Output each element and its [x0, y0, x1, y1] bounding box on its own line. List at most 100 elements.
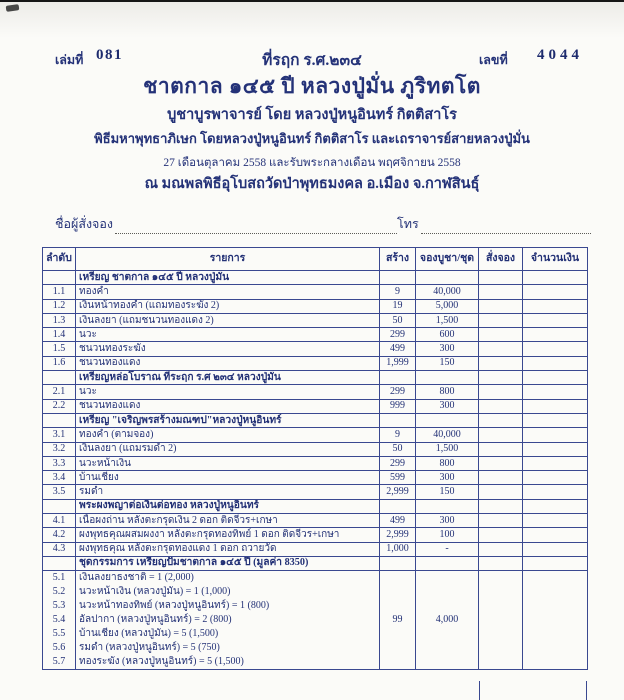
group-line-description: บ้านเชียง (หลวงปู่มั่น) = 5 (1,500) [79, 628, 219, 640]
price-cell [415, 412, 479, 429]
reserve-qty-cell[interactable] [478, 298, 523, 314]
amount-cell[interactable] [522, 570, 588, 671]
index-list-cell: 5.1 5.2 5.3 5.4 5.5 5.6 5.7 [42, 570, 76, 671]
reserve-qty-cell[interactable] [478, 513, 523, 529]
made-count-cell: 499 [379, 513, 416, 529]
reserve-qty-cell[interactable] [478, 541, 523, 557]
amount-cell[interactable] [522, 527, 588, 543]
reserve-qty-cell[interactable] [478, 269, 523, 286]
amount-cell[interactable] [522, 298, 588, 314]
item-description-cell: ชนวนทองระฆัง [75, 341, 380, 357]
column-header-1: รายการ [75, 247, 380, 271]
reserve-qty-cell[interactable] [478, 527, 523, 543]
price-cell: 600 [415, 327, 479, 343]
amount-cell[interactable] [522, 284, 588, 300]
item-description-cell: เงินหน้าทองคำ (แถมทองระฆัง 2) [75, 298, 380, 314]
section-title-cell: เหรียญ ชาตกาล ๑๔๕ ปี หลวงปู่มั่น [75, 269, 380, 286]
item-row: 1.6 ชนวนทองแดง 1,999 150 [42, 355, 588, 372]
item-description-cell: ทองคำ [75, 284, 380, 300]
reserve-qty-cell[interactable] [478, 384, 523, 400]
section-title-cell: เหรียญ "เจริญพรสร้างมณฑป"หลวงปู่หนูอินทร… [75, 412, 380, 429]
amount-cell[interactable] [522, 441, 588, 457]
section-title-cell: พระผงพญาต่อเงินต่อทอง หลวงปู่หนูอินทร์ [75, 498, 380, 515]
book-number-value: 081 [96, 47, 123, 63]
amount-cell[interactable] [522, 398, 588, 414]
price-cell: 1,500 [415, 441, 479, 457]
amount-cell[interactable] [522, 498, 588, 515]
amount-cell[interactable] [522, 312, 588, 329]
price-cell: 1,500 [415, 312, 479, 329]
reserve-qty-cell[interactable] [478, 355, 523, 372]
reserve-qty-cell[interactable] [478, 498, 523, 515]
item-description-cell: ชนวนทองแดง [75, 355, 380, 372]
amount-cell[interactable] [522, 341, 588, 357]
amount-cell[interactable] [522, 470, 588, 486]
amount-cell[interactable] [522, 384, 588, 400]
reserve-qty-cell[interactable] [478, 441, 523, 457]
subtitle-veneration: บูชาบูรพาจารย์ โดย หลวงปู่หนูอินทร์ กิตต… [167, 107, 457, 123]
reserve-qty-cell[interactable] [478, 398, 523, 414]
group-line-description: นวะหน้าทองทิพย์ (หลวงปู่หนูอินทร์) = 1 (… [79, 600, 270, 612]
reserve-qty-cell[interactable] [478, 570, 523, 671]
item-row: 1.5 ชนวนทองระฆัง 499 300 [42, 341, 588, 357]
amount-cell[interactable] [522, 541, 588, 557]
price-cell [415, 269, 479, 286]
item-description-cell: นวะหน้าเงิน [75, 455, 380, 472]
memorial-era-label: ที่รฤก ร.ศ.๒๓๔ [262, 52, 362, 69]
item-description-cell: ผงพุทธคุณ หลังตะกรุดทองแดง 1 ดอก ถวายวัด [75, 541, 380, 557]
reserve-qty-cell[interactable] [478, 312, 523, 329]
section-title-cell: ชุดกรรมการ เหรียญปั๊มชาตกาล ๑๔๕ ปี (มูลค… [75, 555, 380, 572]
item-row: 1.3 เงินลงยา (แถมชนวนทองแดง 2) 50 1,500 [42, 312, 588, 329]
document-title: ชาตกาล ๑๔๕ ปี หลวงปู่มั่น ภูริทตโต [143, 74, 481, 98]
index-cell [42, 412, 76, 429]
item-row: 4.1 เนื้อผงถ่าน หลังตะกรุดเงิน 2 ดอก ติดจ… [42, 513, 588, 529]
made-count-cell [379, 412, 416, 429]
amount-cell[interactable] [522, 269, 588, 286]
amount-cell[interactable] [522, 513, 588, 529]
document-meta-row: เล่มที่ 081 ที่รฤก ร.ศ.๒๓๔ เลขที่ 4044 [0, 47, 624, 69]
reserve-qty-cell[interactable] [478, 484, 523, 500]
made-count-cell: 9 [379, 284, 416, 300]
index-cell: 3.4 [42, 470, 76, 486]
amount-cell[interactable] [522, 455, 588, 472]
item-row: 2.2 ชนวนทองแดง 999 300 [42, 398, 588, 414]
index-cell: 4.2 [42, 527, 76, 543]
item-description-cell: รมดำ [75, 484, 380, 500]
reserve-qty-cell[interactable] [478, 327, 523, 343]
group-line-description: เงินลงยาธงชาติ = 1 (2,000) [79, 572, 194, 584]
price-cell: 300 [415, 341, 479, 357]
reserve-qty-cell[interactable] [478, 341, 523, 357]
reserve-qty-cell[interactable] [478, 427, 523, 443]
made-count-cell: 1,000 [379, 541, 416, 557]
amount-cell[interactable] [522, 355, 588, 372]
item-row: 1.2 เงินหน้าทองคำ (แถมทองระฆัง 2) 19 5,000 [42, 298, 588, 314]
price-cell [415, 370, 479, 386]
orderer-name-field[interactable] [114, 219, 397, 234]
committee-lines-cell: เงินลงยาธงชาติ = 1 (2,000) นวะหน้าเงิน (ห… [75, 570, 380, 671]
made-count-cell: 50 [379, 312, 416, 329]
reserve-qty-cell[interactable] [478, 470, 523, 486]
index-cell [42, 370, 76, 386]
group-line-description: รมดำ (หลวงปู่หนูอินทร์) = 5 (750) [79, 642, 220, 654]
section-header-row: ชุดกรรมการ เหรียญปั๊มชาตกาล ๑๔๕ ปี (มูลค… [42, 555, 588, 572]
amount-cell[interactable] [522, 327, 588, 343]
amount-cell[interactable] [522, 412, 588, 429]
total-cell-partial[interactable] [479, 681, 587, 700]
amount-cell[interactable] [522, 555, 588, 572]
item-description-cell: เงินลงยา (แถมรมดำ 2) [75, 441, 380, 457]
subtitle-dates: 27 เดือนตุลาคม 2558 และรับพระกลางเดือน พ… [163, 157, 461, 169]
reserve-qty-cell[interactable] [478, 370, 523, 386]
reserve-qty-cell[interactable] [478, 555, 523, 572]
index-cell: 1.4 [42, 327, 76, 343]
phone-field[interactable] [420, 219, 591, 234]
reserve-qty-cell[interactable] [478, 455, 523, 472]
reserve-qty-cell[interactable] [478, 412, 523, 429]
made-count-cell: 299 [379, 455, 416, 472]
amount-cell[interactable] [522, 370, 588, 386]
price-cell: 300 [415, 513, 479, 529]
reserve-qty-cell[interactable] [478, 284, 523, 300]
item-row: 3.4 บ้านเชียง 599 300 [42, 470, 588, 486]
amount-cell[interactable] [522, 427, 588, 443]
item-description-cell: ผงพุทธคุณผสมผงงา หลังตะกรุดทองทิพย์ 1 ดอ… [75, 527, 380, 543]
amount-cell[interactable] [522, 484, 588, 500]
